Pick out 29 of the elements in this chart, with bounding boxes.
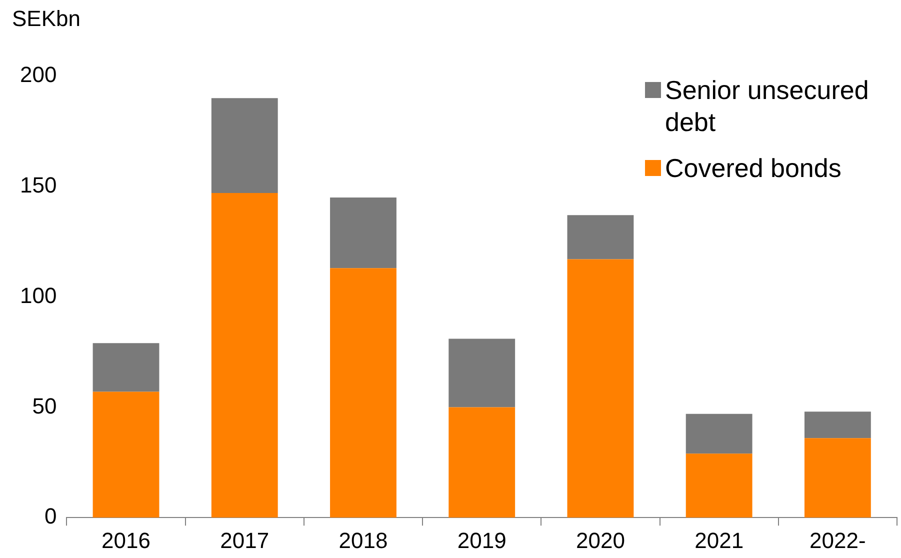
- y-tick-label: 50: [32, 393, 57, 418]
- x-tick-label: 2017: [220, 528, 270, 553]
- y-tick-label: 100: [20, 282, 57, 308]
- x-tick-label: 2020: [576, 528, 625, 553]
- bar: [211, 193, 278, 518]
- bar: [92, 392, 160, 518]
- x-tick-label: 2021: [694, 528, 744, 553]
- bar: [804, 412, 871, 438]
- y-tick-label: 0: [44, 504, 57, 529]
- x-tick-label: 2018: [338, 528, 388, 553]
- bar: [567, 259, 634, 518]
- x-tick-label: 2022-: [810, 528, 866, 553]
- bar: [804, 438, 871, 518]
- x-tick-label: 2019: [457, 528, 506, 553]
- y-tick-label: 200: [20, 62, 57, 88]
- bar: [330, 197, 396, 268]
- bar: [211, 98, 278, 194]
- legend-label: Covered bonds: [665, 152, 842, 184]
- y-axis-title: SEKbn: [12, 6, 80, 32]
- bar: [330, 268, 396, 518]
- bar: [686, 414, 752, 454]
- bar: [448, 407, 516, 518]
- bar: [92, 343, 160, 392]
- x-tick-label: 2016: [102, 528, 150, 553]
- bar: [448, 338, 516, 408]
- bar: [686, 454, 752, 518]
- y-tick-label: 150: [20, 172, 57, 198]
- bar: [567, 215, 634, 260]
- legend-label: Senior unsecured debt: [665, 74, 870, 138]
